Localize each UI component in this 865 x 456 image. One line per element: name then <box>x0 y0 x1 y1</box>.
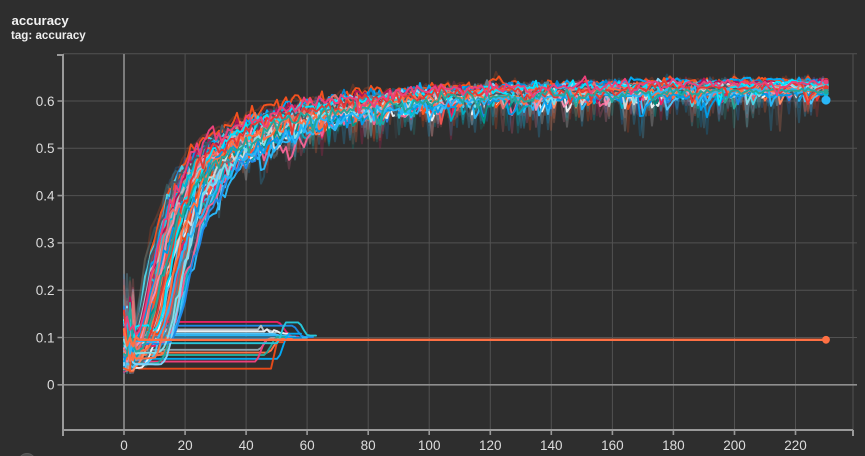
svg-text:100: 100 <box>418 438 441 453</box>
svg-text:60: 60 <box>300 438 315 453</box>
svg-text:0.5: 0.5 <box>36 141 55 156</box>
svg-text:80: 80 <box>361 438 376 453</box>
svg-text:0.1: 0.1 <box>36 330 55 345</box>
svg-text:0: 0 <box>47 378 55 393</box>
svg-text:0.4: 0.4 <box>36 188 55 203</box>
svg-text:0.3: 0.3 <box>36 236 55 251</box>
svg-text:20: 20 <box>178 438 193 453</box>
svg-text:120: 120 <box>479 438 502 453</box>
svg-text:tag: accuracy: tag: accuracy <box>11 29 86 42</box>
svg-text:220: 220 <box>784 438 807 453</box>
svg-text:0.2: 0.2 <box>36 283 55 298</box>
svg-text:140: 140 <box>540 438 563 453</box>
svg-text:200: 200 <box>723 438 746 453</box>
svg-text:40: 40 <box>239 438 254 453</box>
svg-text:0: 0 <box>120 438 128 453</box>
svg-text:0.6: 0.6 <box>36 94 55 109</box>
svg-text:160: 160 <box>601 438 624 453</box>
svg-text:180: 180 <box>662 438 685 453</box>
svg-text:accuracy: accuracy <box>12 13 70 28</box>
